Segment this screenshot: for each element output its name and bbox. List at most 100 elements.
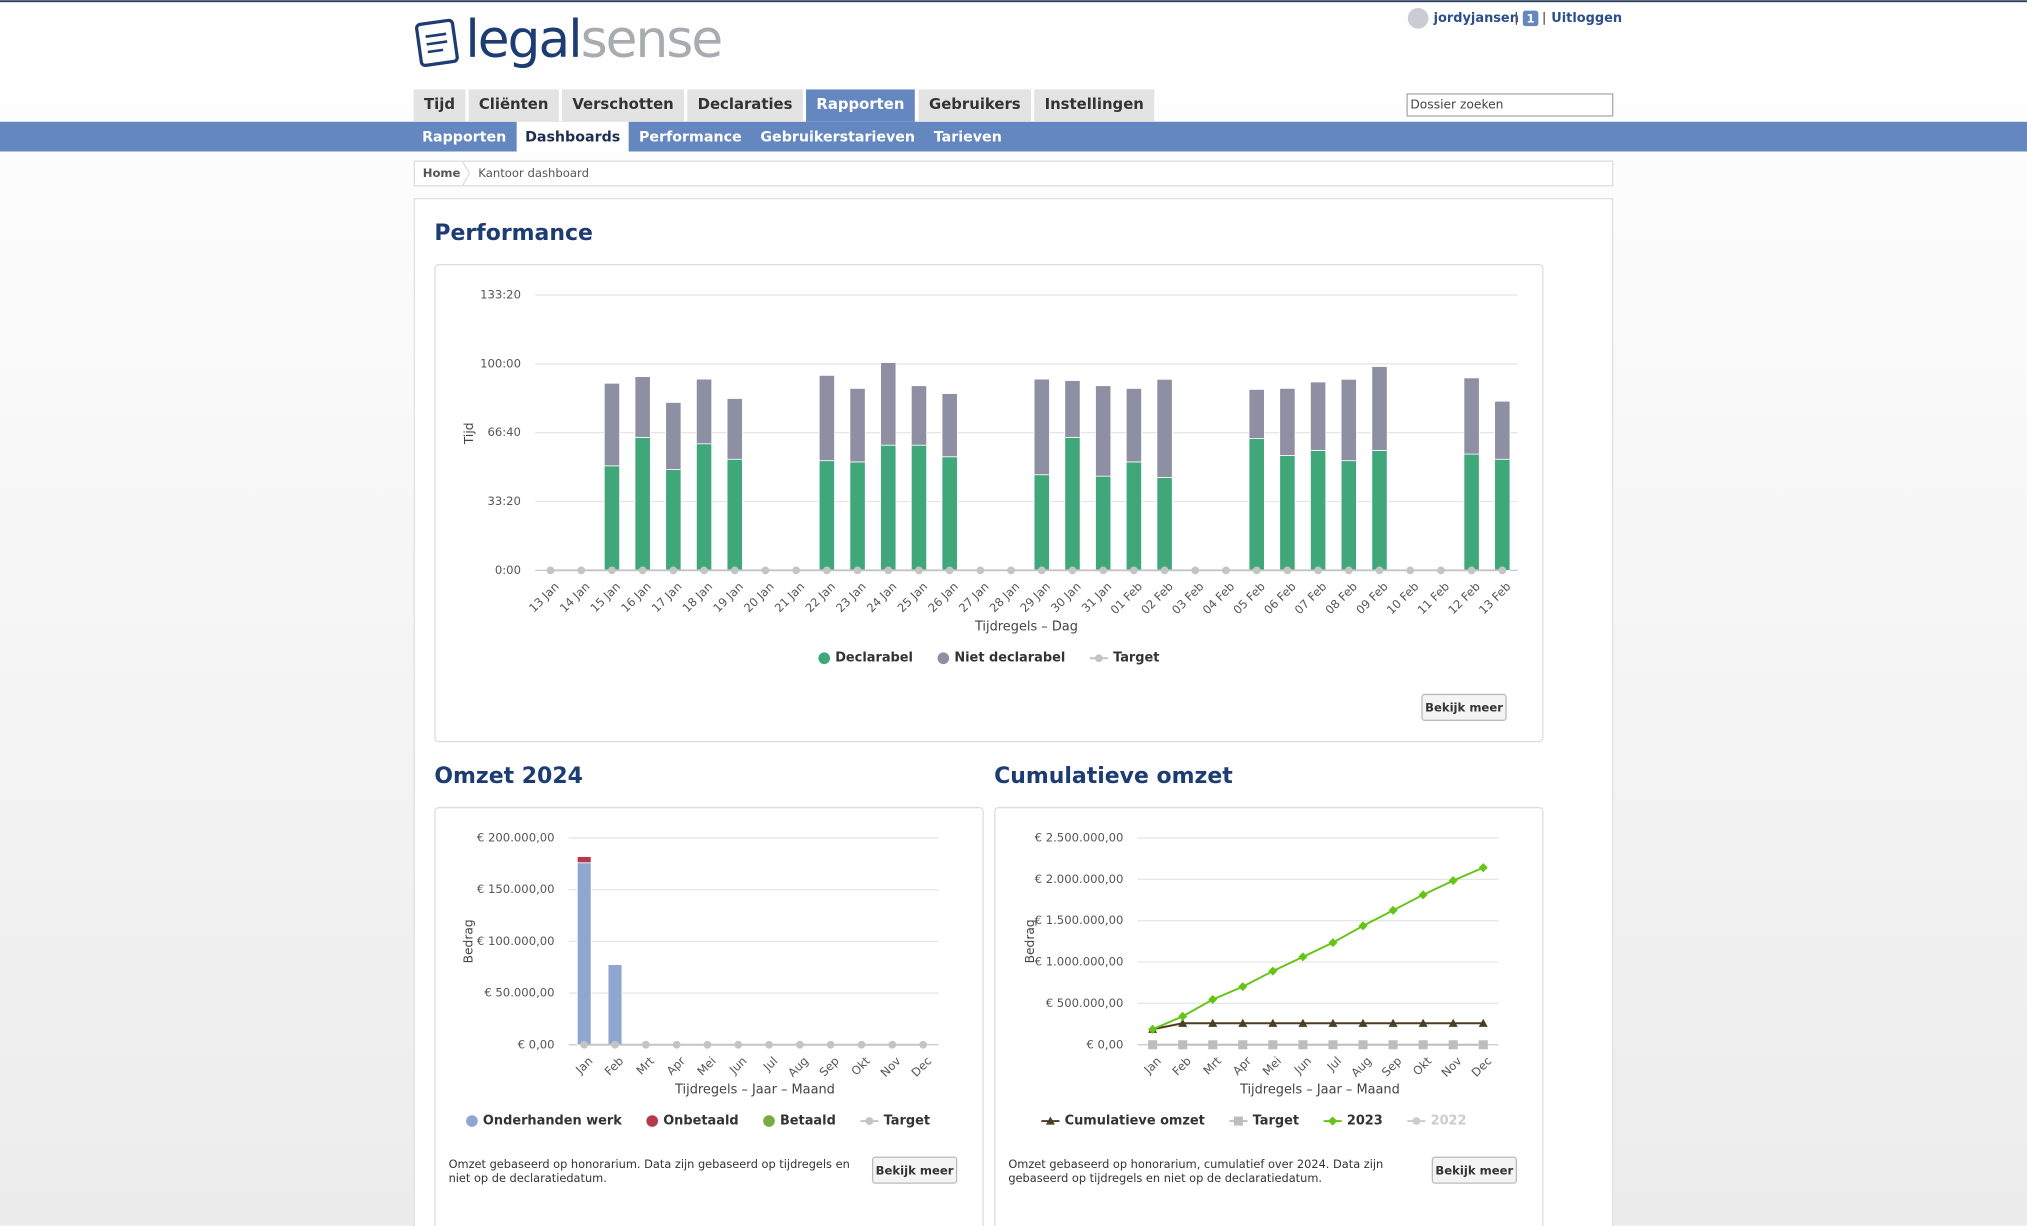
legend-marker (865, 1117, 874, 1125)
bar (1371, 449, 1388, 571)
marker (1222, 566, 1230, 575)
nav-tab-label: Tijd (424, 95, 455, 113)
button[interactable] (1431, 1156, 1518, 1184)
marker (1068, 566, 1077, 575)
nav-tab[interactable] (468, 89, 559, 122)
bar (849, 461, 866, 571)
breadcrumb-item[interactable]: Home (423, 166, 461, 180)
subnav-tab-label: Tarieven (934, 129, 1002, 145)
marker (822, 566, 831, 575)
bar (1064, 436, 1081, 571)
y-tick-label: € 1.000.000,00 (1035, 955, 1124, 969)
marker (1298, 952, 1308, 962)
legend-marker (763, 1115, 775, 1127)
legend-label[interactable]: Onderhanden werk (483, 1114, 622, 1129)
legend-label[interactable]: Cumulatieve omzet (1065, 1114, 1205, 1129)
legend-label[interactable]: Betaald (780, 1114, 836, 1129)
search-box[interactable] (1406, 93, 1614, 117)
marker (1448, 876, 1458, 886)
legend-label[interactable]: Onbetaald (663, 1114, 738, 1129)
legend-marker (1412, 1117, 1421, 1125)
legend-marker (1328, 1116, 1338, 1126)
subnav-tab[interactable] (516, 121, 629, 152)
marker (1298, 1040, 1308, 1050)
button-label: Bekijk meer (876, 1163, 954, 1177)
y-axis-title: Tijd (462, 422, 476, 445)
legend-label[interactable]: Target (1253, 1114, 1299, 1129)
bar (1494, 458, 1511, 571)
marker (641, 1040, 650, 1049)
subnav-bar (0, 121, 2027, 152)
nav-tab[interactable] (806, 89, 915, 122)
legend-label[interactable]: Declarabel (835, 651, 913, 666)
marker (1208, 1018, 1218, 1027)
chart-title: Cumulatieve omzet (994, 764, 1233, 789)
marker (1007, 566, 1015, 575)
legend-label[interactable]: 2023 (1347, 1114, 1383, 1129)
bar (1310, 381, 1327, 451)
bar (1033, 474, 1050, 571)
marker (1238, 1040, 1248, 1050)
logo-part: sense (581, 10, 722, 70)
nav-tab[interactable] (687, 89, 803, 122)
logout-link[interactable]: Uitloggen (1551, 11, 1622, 26)
bar (576, 862, 592, 1046)
badge-count: 1 (1527, 11, 1535, 25)
legend: Declarabel Niet declarabel Target (818, 651, 1159, 666)
bar (1156, 477, 1173, 571)
marker (1314, 566, 1322, 575)
legend-label[interactable]: Target (884, 1114, 930, 1129)
legend-marker (1045, 1116, 1055, 1125)
bar (941, 456, 958, 571)
legend-label[interactable]: Niet declarabel (954, 651, 1065, 666)
marker (1328, 1040, 1338, 1050)
nav-tab[interactable] (561, 89, 685, 122)
legend-marker (1094, 654, 1103, 663)
logo-part: legal (465, 10, 580, 70)
marker (1238, 1018, 1248, 1027)
y-axis-title: Bedrag (462, 919, 476, 963)
nav-tab[interactable] (918, 89, 1032, 122)
marker (765, 1040, 773, 1049)
legend-marker (646, 1115, 659, 1127)
legend-label[interactable]: Target (1113, 651, 1159, 666)
marker (577, 566, 586, 575)
bar (726, 398, 743, 460)
bar (634, 436, 651, 571)
user-link[interactable]: jordyjansen (1433, 11, 1519, 26)
bar (607, 964, 623, 1046)
breadcrumb-item: Kantoor dashboard (478, 166, 589, 180)
button[interactable] (1421, 693, 1507, 721)
bar (1033, 378, 1050, 476)
bar (1279, 388, 1296, 456)
nav-tab[interactable] (1034, 89, 1155, 122)
bar (1494, 400, 1511, 460)
legend-label[interactable]: 2022 (1431, 1114, 1467, 1129)
marker (1478, 1040, 1488, 1050)
chart-title: Performance (434, 221, 593, 246)
badge[interactable] (1522, 10, 1539, 27)
marker (1418, 1018, 1428, 1027)
y-tick-label: € 0,00 (518, 1037, 555, 1051)
button[interactable] (871, 1156, 958, 1184)
bar (634, 376, 651, 438)
marker (1406, 566, 1415, 575)
marker (734, 1040, 743, 1049)
legend: Onderhanden werk Onbetaald Betaald Target (466, 1114, 930, 1129)
nav-tab-label: Declaraties (698, 95, 793, 113)
line (1152, 866, 1484, 1031)
y-tick-label: 100:00 (480, 356, 521, 370)
y-tick-label: 133:20 (480, 287, 521, 301)
subnav-tab-label: Rapporten (422, 129, 506, 145)
bar (1340, 378, 1357, 462)
subnav-tab-label: Performance (639, 129, 742, 145)
marker (1268, 1040, 1278, 1050)
breadcrumb-bar (413, 160, 1614, 187)
button-label: Bekijk meer (1435, 1163, 1513, 1177)
nav-tab[interactable] (413, 89, 466, 122)
marker (669, 566, 678, 575)
y-tick-label: 0:00 (495, 563, 521, 577)
bar (1463, 453, 1480, 571)
bar (880, 444, 897, 571)
bar (941, 393, 958, 458)
